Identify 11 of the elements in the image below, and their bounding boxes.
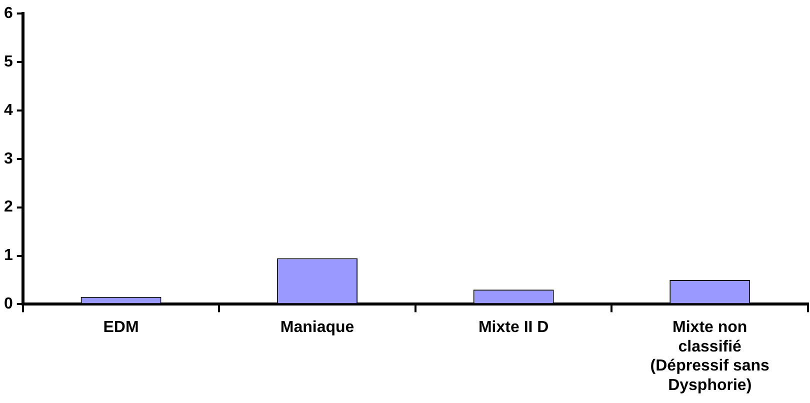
y-tick-label: 3 [4,150,13,168]
y-tick-label: 1 [4,247,13,264]
x-tick-label: Mixte non classifié (Dépressif sans Dysphorie) [650,319,770,394]
y-tick-label: 0 [4,296,13,313]
x-tick-label: Maniaque [280,319,354,336]
x-tick-label: EDM [103,319,139,336]
x-tick-label: Mixte II D [478,319,549,336]
y-tick-label: 6 [4,5,13,22]
y-tick-label: 4 [4,102,13,119]
y-tick-label: 5 [4,53,13,70]
y-tick-label: 2 [4,198,13,216]
